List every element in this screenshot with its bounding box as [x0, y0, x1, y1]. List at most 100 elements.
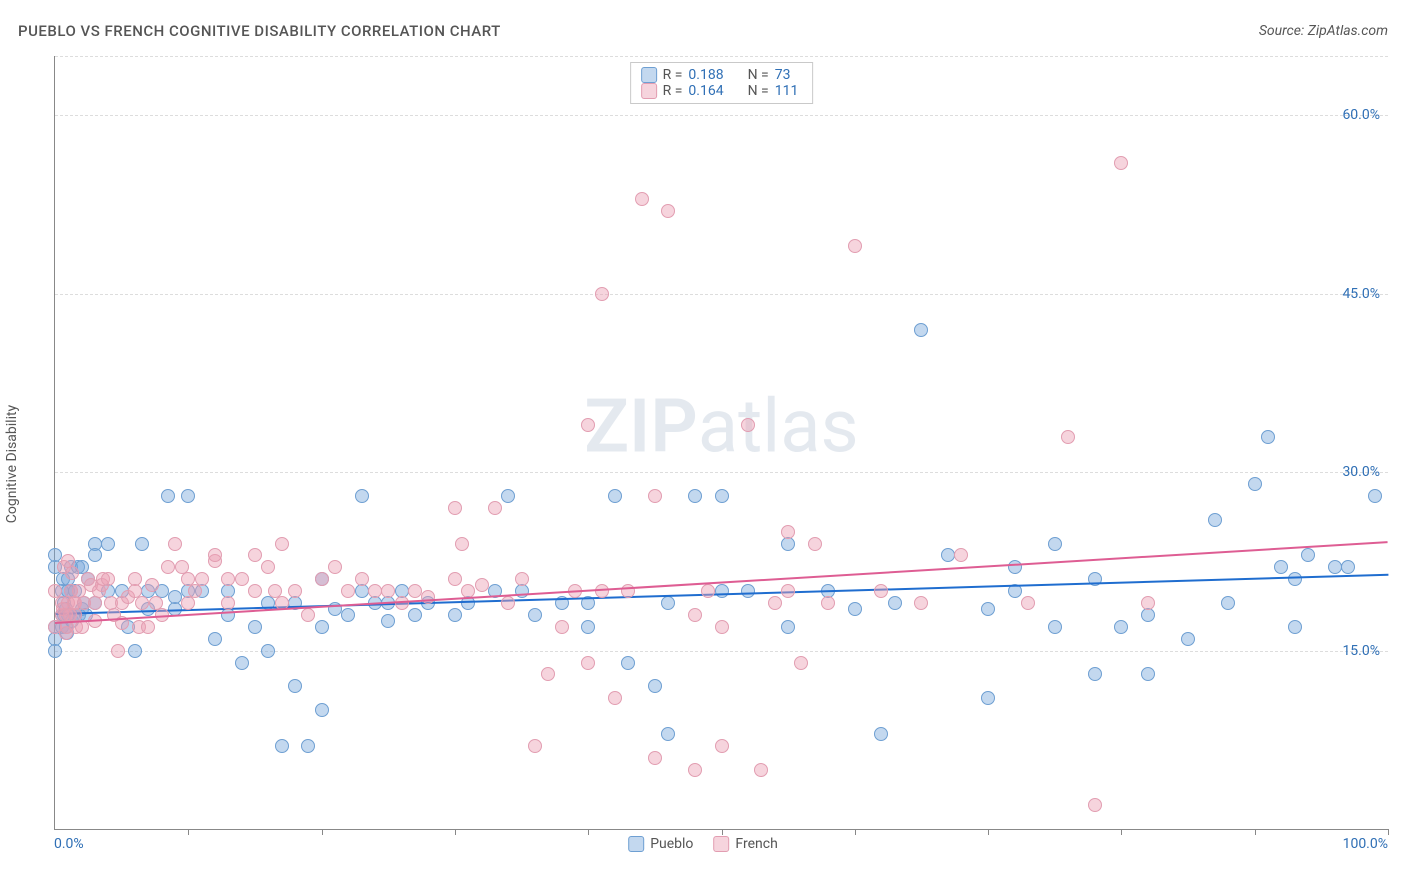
scatter-point: [275, 537, 289, 551]
scatter-point: [248, 584, 262, 598]
scatter-point: [341, 608, 355, 622]
scatter-point: [608, 489, 622, 503]
scatter-point: [595, 287, 609, 301]
scatter-point: [448, 608, 462, 622]
scatter-point: [581, 620, 595, 634]
scatter-point: [981, 602, 995, 616]
scatter-point: [715, 489, 729, 503]
scatter-point: [221, 572, 235, 586]
scatter-point: [65, 566, 79, 580]
gridline: [55, 115, 1388, 116]
scatter-point: [1048, 620, 1062, 634]
y-axis-label: Cognitive Disability: [4, 405, 20, 523]
stat-r-value: 0.164: [688, 83, 723, 99]
scatter-point: [135, 537, 149, 551]
scatter-point: [781, 584, 795, 598]
scatter-point: [145, 578, 159, 592]
scatter-point: [181, 489, 195, 503]
scatter-point: [161, 489, 175, 503]
scatter-point: [848, 239, 862, 253]
x-tick: [1255, 829, 1256, 835]
scatter-point: [448, 572, 462, 586]
x-tick: [988, 829, 989, 835]
scatter-point: [248, 620, 262, 634]
scatter-point: [1341, 560, 1355, 574]
scatter-point: [168, 590, 182, 604]
scatter-point: [355, 572, 369, 586]
x-axis-min-label: 0.0%: [54, 836, 84, 852]
scatter-point: [715, 620, 729, 634]
scatter-point: [195, 572, 209, 586]
scatter-point: [768, 596, 782, 610]
scatter-point: [381, 584, 395, 598]
x-tick: [722, 829, 723, 835]
scatter-point: [408, 584, 422, 598]
scatter-point: [128, 644, 142, 658]
x-tick: [588, 829, 589, 835]
scatter-point: [161, 560, 175, 574]
scatter-point: [688, 489, 702, 503]
scatter-point: [528, 608, 542, 622]
gridline: [55, 294, 1388, 295]
legend-item-label: Pueblo: [650, 836, 693, 852]
scatter-point: [528, 739, 542, 753]
scatter-point: [848, 602, 862, 616]
scatter-point: [381, 614, 395, 628]
scatter-point: [101, 537, 115, 551]
legend-item: French: [713, 836, 777, 852]
plot-region: ZIPatlas R = 0.188 N = 73 R = 0.164 N = …: [54, 56, 1388, 830]
scatter-point: [1328, 560, 1342, 574]
scatter-point: [981, 691, 995, 705]
scatter-point: [501, 489, 515, 503]
scatter-point: [455, 537, 469, 551]
legend-item: Pueblo: [628, 836, 693, 852]
gridline: [55, 472, 1388, 473]
scatter-point: [808, 537, 822, 551]
scatter-point: [248, 548, 262, 562]
swatch-icon: [641, 83, 657, 99]
legend-series: Pueblo French: [628, 836, 778, 852]
scatter-point: [661, 204, 675, 218]
scatter-point: [301, 739, 315, 753]
x-axis-max-label: 100.0%: [1343, 836, 1388, 852]
scatter-point: [488, 501, 502, 515]
x-tick: [455, 829, 456, 835]
scatter-point: [1141, 608, 1155, 622]
swatch-icon: [628, 836, 644, 852]
swatch-icon: [641, 67, 657, 83]
scatter-point: [515, 572, 529, 586]
scatter-point: [208, 632, 222, 646]
scatter-point: [1114, 620, 1128, 634]
scatter-point: [661, 727, 675, 741]
stat-n-value: 111: [775, 83, 799, 99]
scatter-point: [1274, 560, 1288, 574]
scatter-point: [1088, 798, 1102, 812]
scatter-point: [1301, 548, 1315, 562]
scatter-point: [1141, 667, 1155, 681]
scatter-point: [341, 584, 355, 598]
y-tick-label: 60.0%: [1342, 107, 1380, 123]
y-tick-label: 45.0%: [1342, 286, 1380, 302]
watermark: ZIPatlas: [584, 384, 858, 471]
legend-item-label: French: [735, 836, 777, 852]
scatter-point: [541, 667, 555, 681]
scatter-point: [315, 572, 329, 586]
scatter-point: [821, 596, 835, 610]
y-tick-label: 30.0%: [1342, 464, 1380, 480]
scatter-point: [1114, 156, 1128, 170]
scatter-point: [1048, 537, 1062, 551]
x-tick: [1388, 829, 1389, 835]
scatter-point: [888, 596, 902, 610]
scatter-point: [315, 703, 329, 717]
scatter-point: [275, 739, 289, 753]
stat-r-value: 0.188: [688, 67, 723, 83]
scatter-point: [261, 560, 275, 574]
x-tick: [855, 829, 856, 835]
scatter-point: [874, 727, 888, 741]
x-tick: [1121, 829, 1122, 835]
source-label: Source: ZipAtlas.com: [1259, 23, 1388, 39]
scatter-point: [874, 584, 888, 598]
scatter-point: [261, 644, 275, 658]
legend-stats: R = 0.188 N = 73 R = 0.164 N = 111: [630, 62, 814, 104]
scatter-point: [188, 584, 202, 598]
